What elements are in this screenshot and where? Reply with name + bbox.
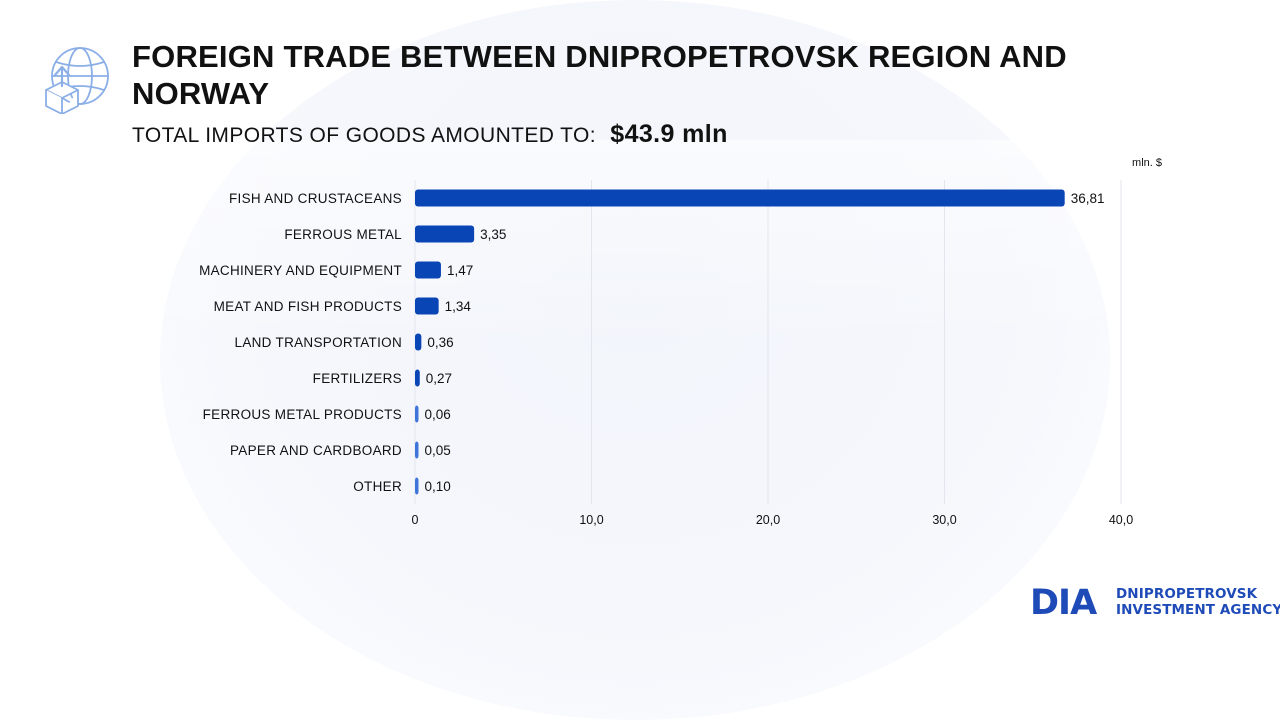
- category-label: LAND TRANSPORTATION: [235, 335, 402, 350]
- category-label: PAPER AND CARDBOARD: [230, 443, 402, 458]
- category-label: OTHER: [353, 479, 402, 494]
- label-layer: 0 10,0 20,0 30,0 40,0 FISH AND CRUSTACEANS 36,…: [199, 191, 1133, 527]
- data-label: 0,27: [426, 371, 452, 386]
- unit-label: mln. $: [1132, 157, 1162, 169]
- data-label: 3,35: [480, 227, 506, 242]
- brand-logo: DIA DNIPROPETROVSK INVESTMENT AGENCY: [1030, 582, 1280, 624]
- data-label: 0,10: [425, 479, 451, 494]
- data-label: 1,34: [445, 299, 472, 314]
- subtitle: TOTAL IMPORTS OF GOODS AMOUNTED TO: $43.…: [132, 120, 728, 149]
- grid-layer: [414, 180, 1122, 504]
- bar-layer: [415, 189, 1065, 495]
- x-tick-label: 40,0: [1109, 513, 1133, 527]
- category-label: MACHINERY AND EQUIPMENT: [199, 263, 402, 278]
- data-label: 1,47: [447, 263, 473, 278]
- data-label: 0,36: [427, 335, 453, 350]
- subtitle-label: TOTAL IMPORTS OF GOODS AMOUNTED TO:: [132, 124, 597, 147]
- bar: [415, 369, 420, 387]
- brand-mark: DIA: [1030, 583, 1097, 623]
- x-tick-label: 30,0: [932, 513, 956, 527]
- data-label: 0,06: [425, 407, 451, 422]
- bar: [415, 405, 419, 423]
- bar: [415, 333, 422, 351]
- x-tick-label: 0: [412, 513, 419, 527]
- background-fade: [0, 140, 1280, 660]
- brand-name: DNIPROPETROVSK INVESTMENT AGENCY: [1116, 586, 1280, 618]
- bar-chart: 0 10,0 20,0 30,0 40,0 FISH AND CRUSTACEANS 36,…: [199, 157, 1162, 527]
- x-tick-label: 20,0: [756, 513, 780, 527]
- data-label: 36,81: [1071, 191, 1105, 206]
- bar: [415, 261, 441, 279]
- x-tick-label: 10,0: [579, 513, 603, 527]
- category-label: FISH AND CRUSTACEANS: [229, 191, 402, 206]
- category-label: FERROUS METAL: [284, 227, 402, 242]
- category-label: FERROUS METAL PRODUCTS: [203, 407, 402, 422]
- brand-name-line1: DNIPROPETROVSK: [1116, 586, 1258, 602]
- bar: [415, 477, 419, 495]
- category-label: MEAT AND FISH PRODUCTS: [214, 299, 402, 314]
- globe-export-box-icon: [45, 47, 109, 114]
- category-label: FERTILIZERS: [313, 371, 402, 386]
- bar: [415, 297, 439, 315]
- page-title: FOREIGN TRADE BETWEEN DNIPROPETROVSK REG…: [132, 39, 1067, 111]
- bar: [415, 441, 419, 459]
- data-label: 0,05: [425, 443, 451, 458]
- bar: [415, 225, 475, 243]
- subtitle-amount: $43.9 mln: [610, 120, 728, 148]
- bar: [415, 189, 1065, 207]
- brand-name-line2: INVESTMENT AGENCY: [1116, 602, 1280, 618]
